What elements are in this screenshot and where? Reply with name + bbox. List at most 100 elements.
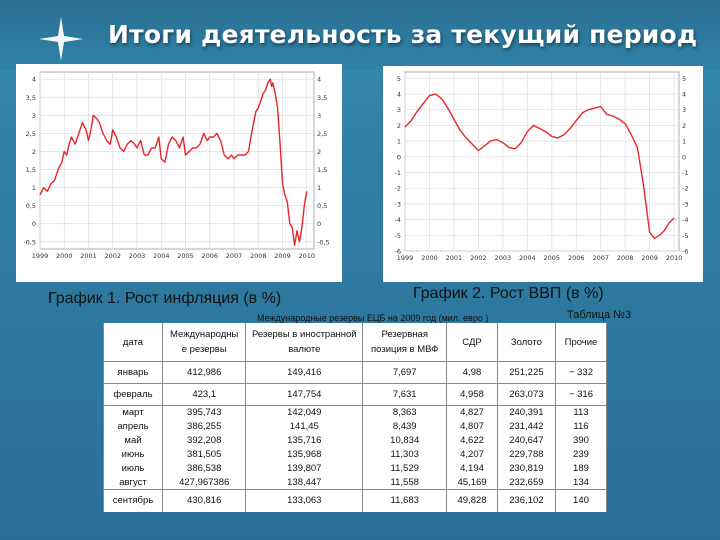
reserves-table: дата Международны е резервы Резервы в иност… xyxy=(103,323,608,512)
y-tick-label: 0,5 xyxy=(26,202,36,210)
table-row: июнь 381,505 135,968 11,303 4,207 229,788 239 xyxy=(103,447,608,462)
chart2-caption: График 2. Рост ВВП (в %) xyxy=(413,285,604,302)
x-tick-label: 1999 xyxy=(32,252,49,260)
table-cell: − 316 xyxy=(554,383,608,406)
table-row: май 392,208 135,716 10,834 4,622 240,647 390 xyxy=(103,433,608,448)
y-tick-label-right: 2,5 xyxy=(317,130,327,138)
x-tick-label: 2004 xyxy=(519,254,536,262)
table-cell: 11,303 xyxy=(362,447,448,462)
column-header: Международны е резервы xyxy=(161,323,247,362)
table-cell: май xyxy=(103,433,163,448)
table-row: август 427,967386 138,447 11,558 45,169 232,6… xyxy=(103,475,608,490)
table-cell: 240,391 xyxy=(496,405,556,420)
table-row: июль 386,538 139,807 11,529 4,194 230,819 189 xyxy=(103,461,608,476)
table-cell: 390 xyxy=(554,433,608,448)
table-cell: 430,816 xyxy=(161,489,247,512)
y-tick-label: 0 xyxy=(397,153,401,161)
table-row: сентябрь 430,816 133,063 11,683 49,828 236,10… xyxy=(103,489,608,512)
y-tick-label-right: 3 xyxy=(317,112,321,120)
table-number: Таблица №3 xyxy=(567,309,632,321)
column-header: Резервы в иностранной валюте xyxy=(245,323,364,362)
table-cell: 189 xyxy=(554,461,608,476)
table-cell: 134 xyxy=(554,475,608,490)
y-tick-label: -0,5 xyxy=(23,238,36,246)
x-tick-label: 2000 xyxy=(421,254,438,262)
table-cell: июль xyxy=(103,461,163,476)
column-header: дата xyxy=(103,323,163,362)
y-tick-label: 2 xyxy=(32,148,36,156)
table-cell: август xyxy=(103,475,163,490)
y-tick-label-right: -2 xyxy=(682,185,688,193)
y-tick-label-right: 5 xyxy=(682,75,686,83)
y-tick-label: 3 xyxy=(32,112,36,120)
y-tick-label: -1 xyxy=(395,169,401,177)
x-tick-label: 2001 xyxy=(80,252,97,260)
y-tick-label-right: 2 xyxy=(317,148,321,156)
x-tick-label: 2002 xyxy=(470,254,487,262)
x-tick-label: 2004 xyxy=(153,252,170,260)
y-tick-label: 2,5 xyxy=(26,130,36,138)
table-cell: 7,631 xyxy=(362,383,448,406)
y-tick-label-right: 3,5 xyxy=(317,94,327,102)
y-tick-label-right: 4 xyxy=(317,76,321,84)
y-tick-label-right: 2 xyxy=(682,122,686,130)
y-tick-label: -2 xyxy=(395,185,401,193)
table-header-row: дата Международны е резервы Резервы в иност… xyxy=(103,323,608,362)
table-cell: 133,063 xyxy=(245,489,364,512)
table-cell: 147,754 xyxy=(245,383,364,406)
x-tick-label: 2010 xyxy=(298,252,315,260)
table-cell: 263,073 xyxy=(496,383,556,406)
table-cell: март xyxy=(103,405,163,420)
table-cell: февраль xyxy=(103,383,163,406)
table-cell: сентябрь xyxy=(103,489,163,512)
x-tick-label: 2002 xyxy=(104,252,121,260)
plot-frame xyxy=(404,71,680,252)
x-tick-label: 2010 xyxy=(666,254,683,262)
table-cell: 230,819 xyxy=(496,461,556,476)
table-cell: 11,558 xyxy=(362,475,448,490)
y-tick-label: -3 xyxy=(395,200,401,208)
gdp-chart-panel: 5 5 4 4 3 3 2 2 1 1 0 0 -1 -1 -2 -2 -3 -3 -4 -4 -5 -5 -6 -6 1999… xyxy=(383,66,703,282)
inflation-chart-panel: 4 4 3,5 3,5 3 3 2,5 2,5 2 2 1,5 1,5 1 1 0,5 0,5 0 0 -0,5 -0… xyxy=(16,64,342,282)
x-tick-label: 2006 xyxy=(568,254,585,262)
table-cell: январь xyxy=(103,361,163,384)
table-cell: 113 xyxy=(554,405,608,420)
table-cell: 236,102 xyxy=(496,489,556,512)
y-tick-label: 3,5 xyxy=(26,94,36,102)
x-tick-label: 2007 xyxy=(592,254,609,262)
table-cell: 251,225 xyxy=(496,361,556,384)
table-cell: 139,807 xyxy=(245,461,364,476)
table-cell: 135,716 xyxy=(245,433,364,448)
y-tick-label: 1 xyxy=(397,138,401,146)
chart1-caption: График 1. Рост инфляция (в %) xyxy=(48,290,282,307)
y-tick-label-right: -5 xyxy=(682,232,688,240)
table-cell: 395,743 xyxy=(161,405,247,420)
x-tick-label: 2009 xyxy=(641,254,658,262)
column-header: Прочие xyxy=(554,323,608,362)
page-title: Итоги деятельность за текущий период xyxy=(108,20,698,49)
table-cell: 229,788 xyxy=(496,447,556,462)
table-cell: 412,986 xyxy=(161,361,247,384)
series-line xyxy=(39,78,308,247)
x-tick-label: 2008 xyxy=(250,252,267,260)
y-tick-label: 5 xyxy=(397,75,401,83)
y-tick-label: 3 xyxy=(397,106,401,114)
y-tick-label-right: -3 xyxy=(682,200,688,208)
table-cell: 231,442 xyxy=(496,419,556,434)
y-tick-label: 2 xyxy=(397,122,401,130)
sparkle-icon xyxy=(39,17,83,61)
plot-frame xyxy=(39,71,315,250)
column-header: СДР xyxy=(446,323,498,362)
y-tick-label-right: 3 xyxy=(682,106,686,114)
x-tick-label: 2006 xyxy=(201,252,218,260)
gdp-chart: 5 54 43 32 21 10 0-1 -1-2 -2-3 -3-4 -4-5 -5-6 -61999… xyxy=(395,71,688,262)
table-row: февраль 423,1 147,754 7,631 4,958 263,073− 31… xyxy=(103,383,608,406)
y-tick-label: -5 xyxy=(395,232,401,240)
table-cell: 49,828 xyxy=(446,489,498,512)
table-cell: 423,1 xyxy=(161,383,247,406)
table-row: январь 412,986 149,416 7,697 4,98 251,225− 33… xyxy=(103,361,608,384)
table-row: март 395,743 142,049 8,363 4,827 240,391 113 xyxy=(103,405,608,420)
y-tick-label-right: 4 xyxy=(682,90,686,98)
x-tick-label: 2007 xyxy=(226,252,243,260)
table-cell: 140 xyxy=(554,489,608,512)
